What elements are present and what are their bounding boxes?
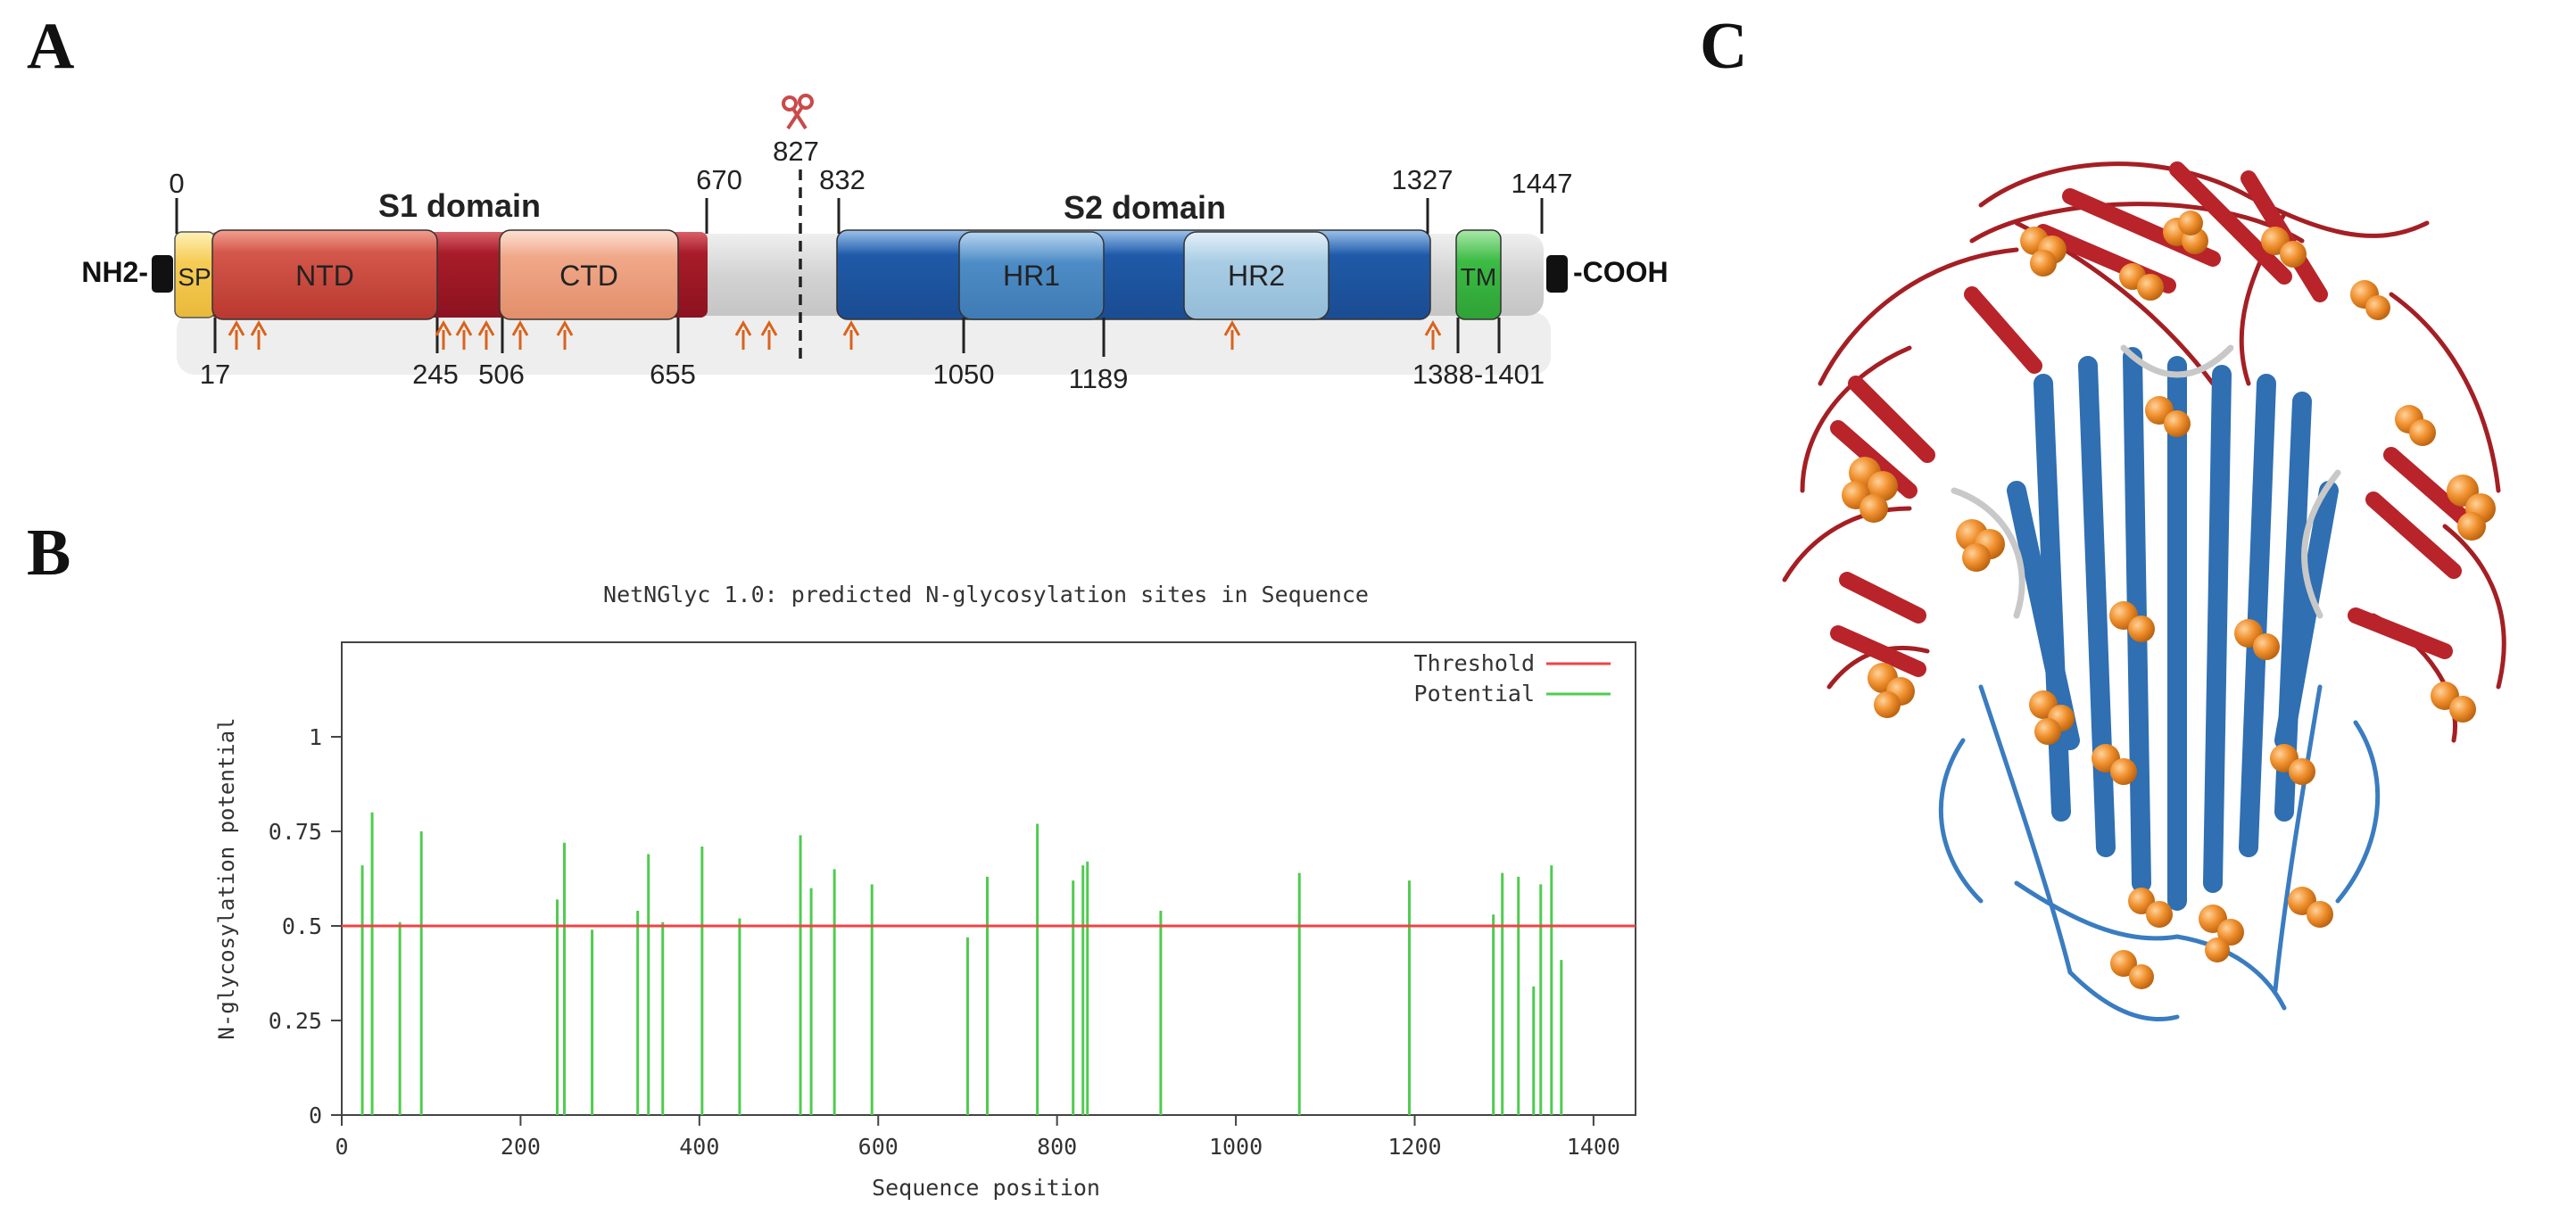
- chart-title: NetNGlyc 1.0: predicted N-glycosylation …: [603, 582, 1369, 607]
- pos-1447: 1447: [1512, 168, 1573, 199]
- pos-1050: 1050: [933, 359, 995, 390]
- glycosylation-arrow-head: [477, 319, 495, 336]
- s2-helices: [2007, 347, 2339, 911]
- glycosylation-arrow-head: [250, 319, 268, 336]
- spike-trimer-structure: [1782, 161, 2506, 1022]
- pos-506: 506: [478, 359, 525, 390]
- backbone-shadow: [177, 312, 1551, 375]
- glycosylation-arrow-head: [511, 319, 529, 336]
- scissors-icon: [782, 94, 814, 130]
- pos-655: 655: [650, 359, 696, 390]
- x-tick-label: 0: [335, 1134, 348, 1160]
- hr2-segment: [1183, 231, 1329, 320]
- x-axis-label: Sequence position: [872, 1175, 1100, 1201]
- sp-label: SP: [178, 263, 211, 291]
- gray-linker-ribbons: [1951, 344, 2341, 619]
- x-tick-label: 1200: [1387, 1134, 1441, 1160]
- x-tick-label: 1400: [1567, 1134, 1620, 1160]
- potential-bars: [360, 812, 1563, 1115]
- y-tick-label: 0.5: [282, 913, 322, 939]
- s2-segment: [836, 229, 1431, 320]
- y-tick-label: 0: [309, 1103, 322, 1128]
- legend-potential-label: Potential: [1414, 681, 1535, 706]
- pos-17: 17: [200, 359, 230, 390]
- ctd-label: CTD: [559, 260, 618, 292]
- hr1-segment: [958, 231, 1105, 320]
- panel-label-b: B: [27, 516, 71, 590]
- top-ticks: [175, 198, 1544, 234]
- hr2-label: HR2: [1228, 260, 1285, 292]
- legend-threshold-label: Threshold: [1414, 650, 1535, 676]
- y-tick-label: 0.75: [269, 819, 322, 845]
- s1-domain-title: S1 domain: [378, 187, 541, 224]
- tm-label: TM: [1461, 263, 1496, 291]
- x-tick-label: 200: [501, 1134, 541, 1160]
- pos-245: 245: [412, 359, 459, 390]
- ntd-segment: [211, 229, 438, 320]
- x-tick-label: 800: [1037, 1134, 1077, 1160]
- glycosylation-arrow-head: [435, 319, 452, 336]
- hr1-label: HR1: [1003, 260, 1060, 292]
- glycosylation-arrows: [228, 319, 1442, 350]
- x-tick-label: 1000: [1209, 1134, 1263, 1160]
- y-axis-ticks: 0 0.25 0.5 0.75 1: [269, 724, 342, 1128]
- y-tick-label: 1: [309, 724, 322, 750]
- pos-0: 0: [169, 168, 184, 199]
- glycosylation-arrow-head: [734, 319, 752, 336]
- glycosylation-arrow-head: [760, 319, 778, 336]
- c-terminal-cap: [1546, 255, 1568, 293]
- tm-segment: [1455, 229, 1502, 320]
- c-terminal-label: -COOH: [1573, 256, 1669, 288]
- glycosylation-arrow-head: [556, 319, 574, 336]
- ntd-label: NTD: [295, 260, 354, 292]
- y-tick-label: 0.25: [269, 1008, 322, 1034]
- spike-domain-map: NH2- -COOH SP NTD CTD HR1 HR2 TM S1 doma…: [81, 94, 1669, 394]
- n-terminal-cap: [152, 255, 173, 293]
- plot-frame: [341, 641, 1636, 1116]
- glycosylation-arrow-head: [455, 319, 473, 336]
- glycosylation-arrow-head: [228, 319, 245, 336]
- glycosylation-arrow-head: [842, 319, 860, 336]
- n-terminal-label: NH2-: [81, 256, 148, 288]
- y-axis-label: N-glycosylation potential: [214, 717, 239, 1039]
- pos-1388-1401: 1388-1401: [1412, 359, 1545, 390]
- panel-label-a: A: [27, 10, 75, 83]
- pos-1189: 1189: [1069, 363, 1129, 394]
- glycosylation-arrow-head: [1424, 319, 1442, 336]
- glycan-clusters: [1842, 211, 2496, 989]
- panel-label-c: C: [1700, 10, 1748, 83]
- s2-domain-title: S2 domain: [1064, 189, 1226, 226]
- pos-827: 827: [773, 136, 819, 167]
- s2-loops: [1938, 684, 2381, 1022]
- pos-1327: 1327: [1392, 164, 1454, 195]
- ctd-segment: [499, 229, 679, 320]
- glycosylation-arrow-head: [1223, 319, 1241, 336]
- x-tick-label: 600: [858, 1134, 899, 1160]
- pos-832: 832: [819, 164, 866, 195]
- glycosylation-chart: NetNGlyc 1.0: predicted N-glycosylation …: [214, 582, 1636, 1201]
- x-tick-label: 400: [679, 1134, 719, 1160]
- x-axis-ticks: 0 200 400 600 800 1000 1200 1400: [335, 1115, 1620, 1160]
- pos-670: 670: [696, 164, 742, 195]
